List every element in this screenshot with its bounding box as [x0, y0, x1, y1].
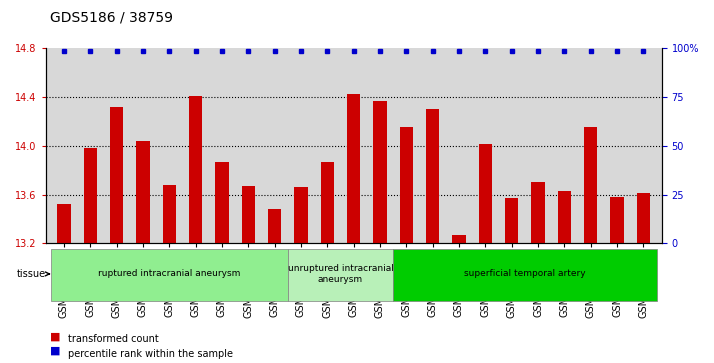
Text: superficial temporal artery: superficial temporal artery — [464, 269, 585, 278]
Bar — [479, 144, 492, 363]
Bar — [163, 185, 176, 363]
Bar — [531, 182, 545, 363]
Bar — [268, 209, 281, 363]
Bar — [136, 141, 149, 363]
Bar — [110, 107, 124, 363]
Bar — [84, 148, 97, 363]
Bar — [242, 186, 255, 363]
Text: tissue: tissue — [17, 269, 49, 279]
Bar — [558, 191, 571, 363]
Bar — [610, 197, 623, 363]
FancyBboxPatch shape — [393, 249, 656, 301]
FancyBboxPatch shape — [288, 249, 393, 301]
Bar — [216, 162, 228, 363]
Text: unruptured intracranial
aneurysm: unruptured intracranial aneurysm — [288, 264, 393, 284]
Bar — [505, 198, 518, 363]
Bar — [294, 187, 308, 363]
Bar — [426, 109, 439, 363]
Text: ■: ■ — [50, 346, 61, 356]
FancyBboxPatch shape — [51, 249, 288, 301]
Bar — [400, 127, 413, 363]
Bar — [321, 162, 334, 363]
Bar — [584, 127, 597, 363]
Text: percentile rank within the sample: percentile rank within the sample — [68, 349, 233, 359]
Text: ■: ■ — [50, 331, 61, 342]
Text: transformed count: transformed count — [68, 334, 159, 344]
Bar — [189, 96, 202, 363]
Bar — [347, 94, 361, 363]
Bar — [637, 193, 650, 363]
Text: ruptured intracranial aneurysm: ruptured intracranial aneurysm — [98, 269, 241, 278]
Bar — [453, 235, 466, 363]
Text: GDS5186 / 38759: GDS5186 / 38759 — [50, 11, 173, 25]
Bar — [373, 101, 386, 363]
Bar — [57, 204, 71, 363]
